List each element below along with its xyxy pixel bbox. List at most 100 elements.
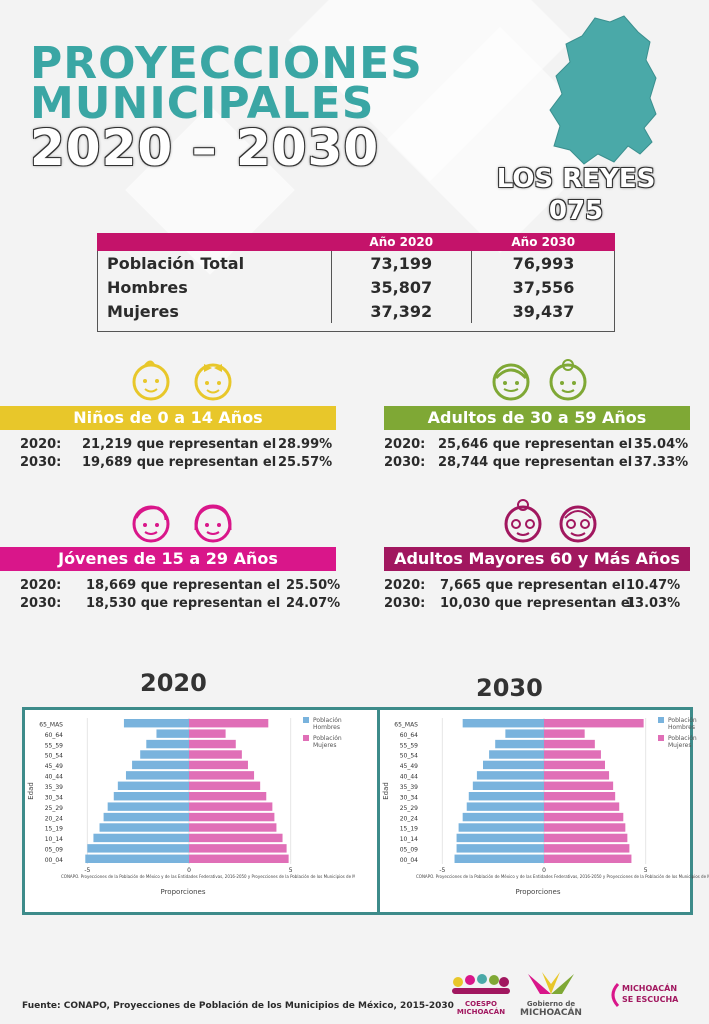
pyramid-chart-2030: 00_04 05_09 10_14 15_19 20_24 25_29 30_34 35_39… xyxy=(382,717,709,896)
bar-hombres xyxy=(140,750,189,759)
coespo-logo: COESPO MICHOACÁN xyxy=(448,972,514,1018)
escucha-logo-top: MICHOACÁN xyxy=(622,984,678,993)
bar-hombres xyxy=(87,844,189,853)
bar-mujeres xyxy=(189,771,255,780)
group-title-adultos: Adultos de 30 a 59 Años xyxy=(427,408,647,427)
tick-label-y: 35_39 xyxy=(45,784,63,791)
table-row: Población Total 73,199 76,993 xyxy=(97,251,615,275)
bar-hombres xyxy=(483,760,544,770)
bar-hombres xyxy=(466,802,544,811)
coespo-people-icon xyxy=(452,974,510,994)
population-pyramids-panel: 00_04 05_09 10_14 15_19 20_24 25_29 30_34 35_39… xyxy=(22,707,709,915)
tick-label-y: 60_64 xyxy=(400,732,418,739)
stat-year: 2020: xyxy=(384,578,426,593)
bar-mujeres xyxy=(544,729,585,738)
bar-mujeres xyxy=(189,823,277,832)
tick-label-x: 0 xyxy=(187,867,191,874)
municipality-name: LOS REYES xyxy=(496,164,656,194)
tick-label-x: 0 xyxy=(542,867,546,874)
bar-hombres xyxy=(458,823,544,832)
tick-label-y: 15_19 xyxy=(400,826,418,833)
stat-year: 2030: xyxy=(20,596,62,611)
tick-label-y: 60_64 xyxy=(45,732,63,739)
chart-divider xyxy=(377,710,380,912)
tick-label-x: 5 xyxy=(644,867,648,874)
bar-mujeres xyxy=(189,802,273,811)
bar-hombres xyxy=(456,844,544,853)
tick-label-y: 45_49 xyxy=(400,763,418,770)
tick-label-y: 20_24 xyxy=(400,815,418,822)
boy-face-icon xyxy=(132,360,170,401)
tick-label-y: 00_04 xyxy=(400,857,418,864)
row-value-2030: 39,437 xyxy=(512,301,575,321)
chart-source-note: CONAPO. Proyecciones de la Población de … xyxy=(416,874,709,879)
stat-year: 2030: xyxy=(384,596,426,611)
legend-label: Población xyxy=(313,717,342,724)
group-title-ninos: Niños de 0 a 14 Años xyxy=(73,408,263,427)
tick-label-y: 20_24 xyxy=(45,815,63,822)
tick-label-y: 10_14 xyxy=(45,836,63,843)
row-value-2020: 35,807 xyxy=(331,275,472,299)
bar-mujeres xyxy=(189,739,236,749)
bar-mujeres xyxy=(544,844,630,853)
stat-row: 2020: 7,665 que representan el10.47% xyxy=(384,577,680,595)
chart-title-2030: 2030 xyxy=(476,674,543,702)
tick-label-y: 45_49 xyxy=(45,763,63,770)
stat-pct: 37.33% xyxy=(634,455,689,470)
stat-pct: 24.07% xyxy=(286,596,341,611)
adult-woman-face-icon xyxy=(549,359,587,401)
stat-text: 7,665 que representan el xyxy=(440,578,626,593)
stat-year: 2030: xyxy=(20,455,62,470)
row-value-2030: 76,993 xyxy=(512,253,575,273)
elderly-man-face-icon xyxy=(559,505,597,543)
bar-hombres xyxy=(495,739,544,749)
bar-hombres xyxy=(85,854,189,863)
population-table: Año 2020 Año 2030 Población Total 73,199… xyxy=(97,233,615,323)
bar-hombres xyxy=(117,781,189,790)
bar-mujeres xyxy=(189,844,287,853)
group-title-mayores: Adultos Mayores 60 y Más Años xyxy=(394,549,680,568)
row-label: Población Total xyxy=(97,251,332,275)
stat-row: 2020: 21,219 que representan el 28.99% xyxy=(20,436,332,454)
coespo-logo-text: COESPO MICHOACÁN xyxy=(456,1000,506,1016)
bar-hombres xyxy=(454,854,544,863)
bar-mujeres xyxy=(544,750,601,759)
bar-mujeres xyxy=(189,854,289,863)
table-row: Mujeres 37,392 39,437 xyxy=(97,299,615,323)
legend-label: Hombres xyxy=(668,724,695,731)
y-axis-label: Edad xyxy=(27,782,35,800)
stat-text: 21,219 que representan el xyxy=(82,437,277,452)
bar-mujeres xyxy=(189,812,275,822)
bar-hombres xyxy=(146,739,189,749)
tick-label-y: 40_44 xyxy=(400,774,418,781)
stat-text: 18,669 que representan el xyxy=(86,578,281,593)
row-value-2030: 37,556 xyxy=(512,277,575,297)
bar-mujeres xyxy=(189,719,269,728)
stat-row: 2030: 10,030 que representan el13.03% xyxy=(384,595,680,613)
young-man-face-icon xyxy=(132,505,170,543)
stat-text: 25,646 que representan el xyxy=(438,437,633,452)
bar-hombres xyxy=(505,729,544,738)
table-row: Hombres 35,807 37,556 xyxy=(97,275,615,299)
bar-hombres xyxy=(132,760,189,770)
bar-mujeres xyxy=(189,750,242,759)
bar-mujeres xyxy=(544,854,632,863)
young-woman-face-icon xyxy=(194,504,232,543)
table-header-2030: Año 2030 xyxy=(471,233,615,251)
footer-source: Fuente: CONAPO, Proyecciones de Població… xyxy=(22,1001,454,1011)
tick-label-y: 65_MAS xyxy=(394,721,418,728)
tick-label-y: 05_09 xyxy=(45,847,63,854)
stat-year: 2020: xyxy=(20,437,62,452)
tick-label-x: -5 xyxy=(84,867,90,874)
tick-label-y: 55_59 xyxy=(400,742,418,749)
bar-mujeres xyxy=(189,792,267,801)
stat-year: 2030: xyxy=(384,455,426,470)
bar-mujeres xyxy=(544,833,628,843)
bar-hombres xyxy=(462,719,544,728)
bar-hombres xyxy=(125,771,189,780)
gobierno-logo-top: Gobierno de xyxy=(526,1000,576,1008)
table-header-2020: Año 2020 xyxy=(331,233,472,251)
bar-mujeres xyxy=(544,802,620,811)
bar-hombres xyxy=(107,802,189,811)
stat-row: 2030: 18,530 que representan el 24.07% xyxy=(20,595,340,613)
